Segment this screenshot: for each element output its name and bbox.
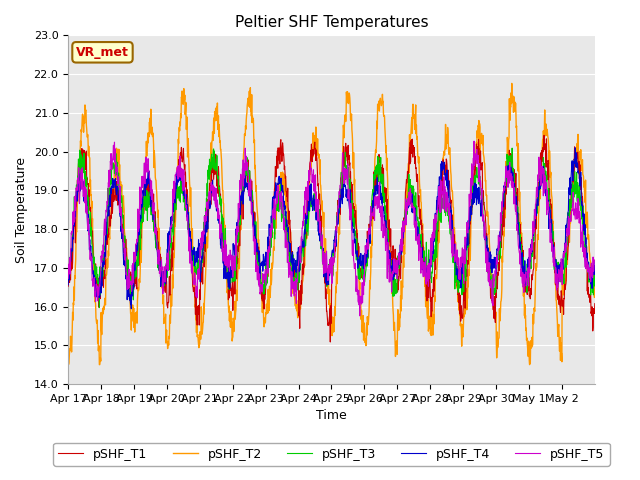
pSHF_T2 [591, 271, 598, 277]
Text: VR_met: VR_met [76, 46, 129, 59]
Line: pSHF_T2: pSHF_T2 [68, 84, 595, 365]
pSHF_T5 [470, 138, 478, 144]
pSHF_T4 [456, 278, 463, 284]
Title: Peltier SHF Temperatures: Peltier SHF Temperatures [235, 15, 428, 30]
pSHF_T5 [317, 242, 325, 248]
pSHF_T5 [533, 194, 541, 200]
pSHF_T5 [585, 265, 593, 271]
pSHF_T2 [533, 245, 541, 251]
pSHF_T5 [591, 259, 598, 264]
pSHF_T3 [591, 267, 598, 273]
X-axis label: Time: Time [316, 409, 347, 422]
Line: pSHF_T1: pSHF_T1 [68, 135, 595, 342]
pSHF_T4 [533, 198, 541, 204]
pSHF_T4 [572, 145, 579, 151]
pSHF_T3 [64, 276, 72, 282]
pSHF_T1 [533, 200, 541, 205]
pSHF_T5 [456, 266, 463, 272]
pSHF_T5 [147, 189, 154, 194]
pSHF_T2 [65, 362, 72, 368]
pSHF_T4 [64, 282, 72, 288]
pSHF_T3 [456, 279, 463, 285]
pSHF_T3 [147, 208, 155, 214]
pSHF_T2 [64, 332, 72, 337]
pSHF_T3 [95, 305, 103, 311]
pSHF_T2 [508, 81, 516, 86]
pSHF_T4 [591, 263, 598, 269]
pSHF_T1 [585, 293, 593, 299]
pSHF_T1 [147, 178, 154, 183]
pSHF_T3 [508, 145, 516, 151]
Y-axis label: Soil Temperature: Soil Temperature [15, 156, 28, 263]
pSHF_T4 [127, 306, 135, 312]
pSHF_T2 [585, 232, 593, 238]
pSHF_T2 [318, 207, 326, 213]
pSHF_T5 [308, 166, 316, 171]
pSHF_T5 [356, 313, 364, 319]
pSHF_T4 [308, 198, 316, 204]
pSHF_T1 [540, 132, 548, 138]
pSHF_T3 [533, 210, 541, 216]
pSHF_T1 [308, 141, 316, 147]
pSHF_T4 [318, 240, 326, 246]
Line: pSHF_T4: pSHF_T4 [68, 148, 595, 309]
pSHF_T3 [318, 242, 326, 248]
Line: pSHF_T5: pSHF_T5 [68, 141, 595, 316]
Legend: pSHF_T1, pSHF_T2, pSHF_T3, pSHF_T4, pSHF_T5: pSHF_T1, pSHF_T2, pSHF_T3, pSHF_T4, pSHF… [53, 443, 610, 466]
pSHF_T1 [64, 283, 72, 289]
pSHF_T3 [308, 204, 316, 209]
pSHF_T4 [147, 192, 155, 197]
pSHF_T1 [326, 339, 334, 345]
pSHF_T2 [456, 312, 463, 318]
pSHF_T1 [456, 311, 463, 317]
pSHF_T2 [308, 151, 316, 157]
pSHF_T4 [585, 260, 593, 266]
pSHF_T5 [64, 276, 72, 282]
pSHF_T2 [147, 107, 155, 112]
Line: pSHF_T3: pSHF_T3 [68, 148, 595, 308]
pSHF_T1 [317, 213, 325, 219]
pSHF_T1 [591, 301, 598, 307]
pSHF_T3 [585, 259, 593, 265]
